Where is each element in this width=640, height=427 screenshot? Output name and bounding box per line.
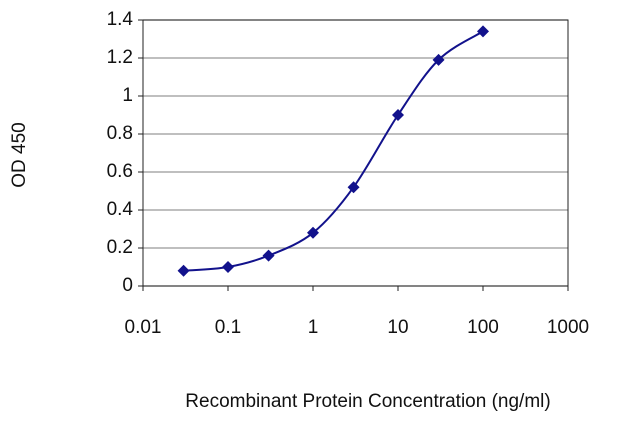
x-tick-label: 100 — [467, 317, 499, 338]
marker — [307, 226, 319, 239]
x-axis-label: Recombinant Protein Concentration (ng/ml… — [185, 391, 550, 412]
y-tick-label: 0.2 — [107, 237, 133, 258]
y-tick-label: 1.2 — [107, 47, 133, 68]
y-tick-label: 0 — [122, 275, 133, 296]
marker — [477, 25, 489, 38]
marker — [177, 264, 190, 277]
marker — [262, 249, 275, 262]
marker — [222, 261, 234, 273]
x-tick-label: 1000 — [547, 317, 589, 338]
y-tick-label: 0.8 — [107, 123, 133, 144]
y-tick-label: 1 — [122, 85, 133, 106]
marker — [392, 109, 404, 121]
x-tick-label: 1 — [308, 317, 319, 338]
marker — [347, 181, 360, 194]
y-tick-label: 0.4 — [107, 199, 134, 220]
plot-frame — [142, 19, 569, 287]
y-tick-label: 0.6 — [107, 161, 133, 182]
x-tick-label: 0.01 — [125, 317, 162, 338]
y-axis-label: OD 450 — [9, 122, 30, 187]
y-tick-label: 1.4 — [107, 9, 134, 30]
line — [183, 30, 484, 272]
x-tick-label: 10 — [387, 317, 408, 338]
x-tick-label: 0.1 — [215, 317, 241, 338]
marker — [432, 53, 445, 66]
